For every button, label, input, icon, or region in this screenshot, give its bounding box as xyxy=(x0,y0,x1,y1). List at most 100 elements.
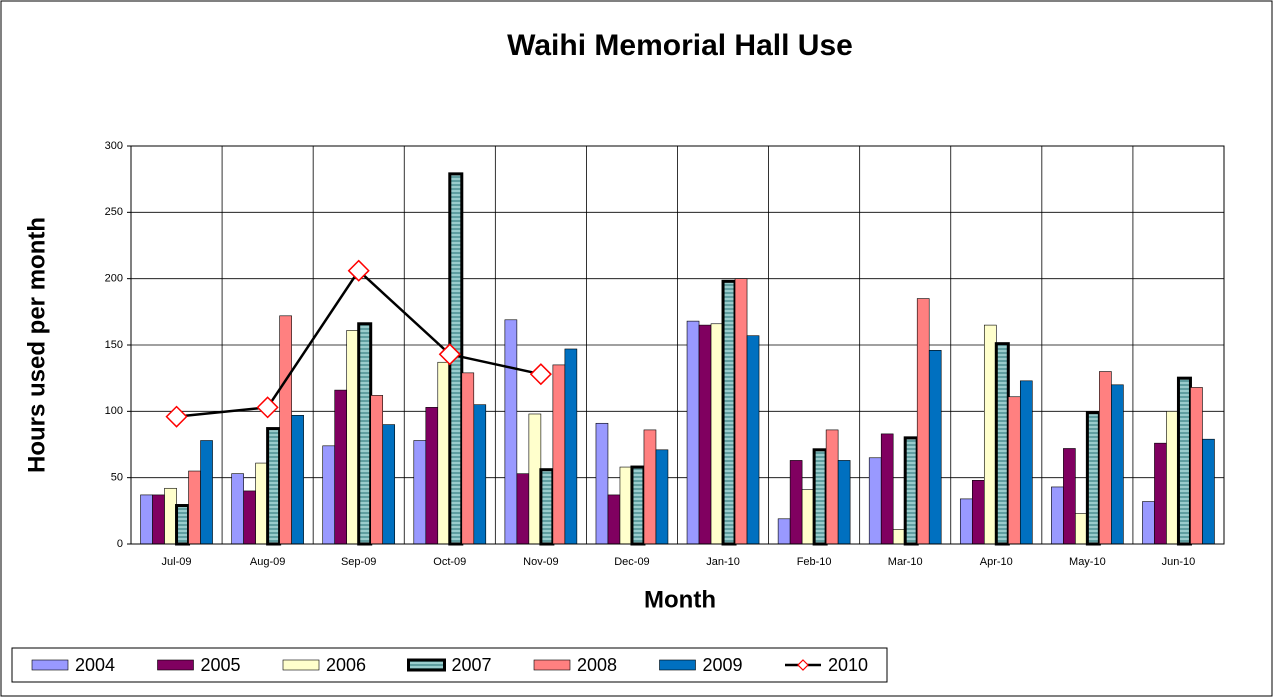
legend-swatch xyxy=(533,659,571,671)
line-marker xyxy=(438,343,461,366)
bar xyxy=(1075,513,1088,545)
bar xyxy=(789,460,803,545)
y-tick-label: 100 xyxy=(105,405,123,417)
bar xyxy=(357,322,373,546)
bar xyxy=(1111,384,1124,545)
legend-label: 2005 xyxy=(201,655,241,675)
line-marker xyxy=(347,259,370,282)
bar xyxy=(1190,387,1203,545)
legend-marker xyxy=(797,659,809,671)
bar xyxy=(971,480,985,545)
bar xyxy=(959,498,973,545)
bar xyxy=(291,415,304,545)
legend-swatch xyxy=(407,658,446,672)
bar xyxy=(903,436,919,546)
y-tick-label: 50 xyxy=(111,472,123,484)
y-tick-label: 150 xyxy=(105,339,123,351)
bar xyxy=(231,473,244,545)
bar xyxy=(1019,380,1033,545)
bar xyxy=(837,460,851,545)
line-marker xyxy=(256,396,279,419)
bar xyxy=(243,490,256,545)
bar xyxy=(413,440,427,545)
bar xyxy=(1142,501,1155,545)
bar xyxy=(746,335,760,545)
bar xyxy=(279,315,292,545)
legend-swatch xyxy=(282,659,320,671)
x-tick-label: Feb-10 xyxy=(797,556,832,568)
bar xyxy=(1051,486,1064,545)
bar xyxy=(437,361,451,545)
bar xyxy=(698,324,712,545)
bar xyxy=(721,279,737,546)
legend-label: 2008 xyxy=(577,655,617,675)
bar xyxy=(370,395,384,545)
legend-label: 2010 xyxy=(828,655,868,675)
bar xyxy=(734,278,748,545)
bar xyxy=(983,324,997,545)
bar xyxy=(1154,442,1167,545)
bar xyxy=(630,465,646,546)
x-tick-label: Nov-09 xyxy=(523,556,558,568)
bar xyxy=(152,494,165,545)
y-tick-label: 250 xyxy=(105,206,123,218)
legend-label: 2007 xyxy=(452,655,492,675)
bar xyxy=(539,468,555,546)
bar xyxy=(188,470,201,545)
bar xyxy=(473,404,487,545)
bar xyxy=(880,433,894,545)
legend-swatch xyxy=(157,659,194,671)
bar xyxy=(1063,448,1076,545)
bar xyxy=(1099,371,1112,545)
bar xyxy=(552,364,566,545)
bar xyxy=(461,372,475,545)
bar xyxy=(382,424,396,545)
bar xyxy=(619,466,633,545)
legend-label: 2009 xyxy=(703,655,743,675)
bar xyxy=(564,348,578,545)
legend-swatch xyxy=(659,659,696,671)
bar xyxy=(266,427,282,546)
y-axis-label: Hours used per month xyxy=(23,217,50,473)
bar xyxy=(164,487,177,545)
bar xyxy=(255,462,268,545)
legend-swatch xyxy=(31,659,69,671)
bar xyxy=(140,494,153,545)
line-marker xyxy=(165,405,188,428)
legend-label: 2004 xyxy=(75,655,115,675)
bar xyxy=(686,320,700,545)
bar xyxy=(1202,438,1215,545)
bar xyxy=(595,422,609,545)
bar xyxy=(1176,376,1192,546)
bar xyxy=(801,489,815,545)
bar xyxy=(643,429,657,545)
x-tick-label: Dec-09 xyxy=(614,556,649,568)
x-tick-label: Jun-10 xyxy=(1162,556,1196,568)
bar xyxy=(425,407,439,545)
bar xyxy=(175,504,191,546)
bar xyxy=(916,298,930,545)
x-tick-label: Sep-09 xyxy=(341,556,376,568)
x-tick-label: Apr-10 xyxy=(980,556,1013,568)
bar xyxy=(1007,396,1021,545)
bar xyxy=(346,330,360,545)
bar xyxy=(607,494,621,545)
legend-box xyxy=(11,647,888,683)
chart-title: Waihi Memorial Hall Use xyxy=(507,29,853,62)
x-axis-label: Month xyxy=(644,586,716,613)
bar xyxy=(655,449,669,545)
bar xyxy=(1085,411,1101,546)
bar xyxy=(825,429,839,545)
x-tick-label: Jan-10 xyxy=(706,556,740,568)
bar xyxy=(334,389,348,545)
x-tick-label: Mar-10 xyxy=(888,556,923,568)
bar xyxy=(516,473,530,545)
bar xyxy=(528,413,542,545)
x-tick-label: Aug-09 xyxy=(250,556,285,568)
line-marker xyxy=(529,363,552,386)
bar xyxy=(322,445,336,545)
y-tick-label: 0 xyxy=(117,538,123,550)
bar xyxy=(504,319,518,545)
y-tick-label: 200 xyxy=(105,273,123,285)
